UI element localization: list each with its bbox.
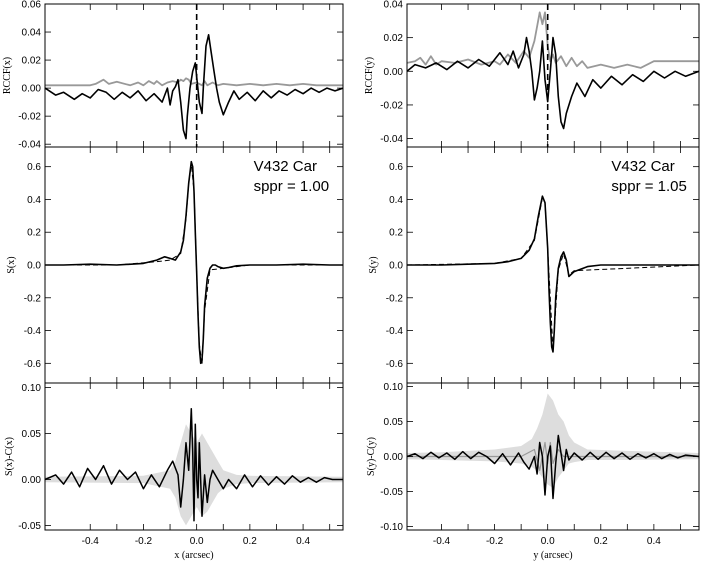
y-tick-label: -0.4 (24, 326, 42, 337)
y-tick-label: -0.6 (386, 359, 404, 370)
y-tick-label: -0.05 (380, 487, 403, 498)
y-tick-label: 0.00 (384, 67, 404, 78)
y-tick-label: 0.4 (27, 195, 41, 206)
y-tick-label: 0.00 (22, 84, 42, 95)
y-tick-label: -0.04 (380, 134, 403, 145)
panel-annotation: V432 Car (611, 158, 674, 175)
y-tick-label: 0.2 (389, 228, 403, 239)
y-tick-label: 0.6 (389, 162, 403, 173)
y-axis-label: RCCF(y) (364, 57, 375, 94)
y-tick-label: 0.05 (22, 429, 42, 440)
series-line-1 (407, 36, 699, 130)
panel-right-bot: -0.10 -0.05 0.00 0.05 0.10 -0.4 -0.2 0.0 0.2 0.4 S… (366, 382, 700, 561)
y-tick-label: 0.0 (389, 261, 403, 272)
y-tick-label: -0.4 (386, 326, 404, 337)
y-tick-label: 0.10 (384, 382, 404, 393)
y-tick-label: 0.04 (384, 0, 404, 11)
plot-area (407, 4, 699, 147)
y-axis-label: S(x) (6, 256, 17, 273)
plot-area (407, 393, 699, 500)
panel-right-top: -0.04 -0.02 0.00 0.02 0.04 RCCF(y) (364, 0, 700, 148)
y-tick-label: 0.0 (27, 261, 41, 272)
y-tick-label: -0.10 (380, 522, 403, 533)
x-tick-label: -0.2 (135, 536, 153, 547)
x-tick-label: -0.4 (433, 536, 451, 547)
y-axis-label: S(y) (368, 256, 379, 273)
y-tick-label: 0.02 (22, 56, 42, 67)
plot-area (45, 4, 343, 147)
plot-area (45, 160, 343, 366)
y-tick-label: 0.10 (22, 383, 42, 394)
x-tick-label: 0.2 (243, 536, 257, 547)
y-tick-label: -0.2 (24, 293, 42, 304)
panel-left-bot: -0.05 0.00 0.05 0.10 -0.4 -0.2 0.0 0.2 0.4 S(x)-C… (4, 382, 344, 561)
panel-annotation: sppr = 1.05 (611, 178, 686, 195)
x-tick-label: -0.4 (82, 536, 100, 547)
uncertainty-band (407, 393, 699, 488)
y-tick-label: 0.00 (384, 452, 404, 463)
series-line-1 (407, 434, 699, 500)
y-tick-label: 0.4 (389, 195, 403, 206)
y-tick-label: -0.05 (18, 521, 41, 532)
panel-left-top: -0.04 -0.02 0.00 0.02 0.04 0.06 RCCF(x) (2, 0, 344, 151)
series-line-1 (45, 34, 343, 140)
y-tick-label: 0.2 (27, 228, 41, 239)
series-line-1 (45, 162, 343, 366)
series-line-0 (407, 11, 699, 69)
y-tick-label: 0.04 (22, 28, 42, 39)
y-tick-label: 0.02 (384, 33, 404, 44)
y-tick-label: -0.6 (24, 359, 42, 370)
x-tick-label: 0.0 (190, 536, 204, 547)
panel-annotation: V432 Car (254, 158, 317, 175)
x-tick-label: 0.2 (594, 536, 608, 547)
x-tick-label: 0.4 (647, 536, 661, 547)
axes-frame (44, 382, 344, 531)
y-tick-label: 0.05 (384, 417, 404, 428)
y-axis-label: S(y)-C(y) (366, 437, 377, 476)
y-tick-label: -0.02 (18, 112, 41, 123)
x-tick-label: 0.4 (296, 536, 310, 547)
plot-area (45, 407, 343, 526)
y-axis-label: S(x)-C(x) (4, 437, 15, 476)
y-tick-label: -0.02 (380, 100, 403, 111)
y-tick-label: -0.04 (18, 140, 41, 151)
series-line-1 (407, 197, 699, 351)
y-tick-label: 0.06 (22, 0, 42, 11)
x-axis-label: y (arcsec) (533, 550, 572, 561)
series-line-0 (45, 407, 343, 522)
axes-frame (406, 3, 700, 148)
panel-left-mid: -0.6 -0.4 -0.2 0.0 0.2 0.4 0.6 S(x) V432 Car sppr… (6, 146, 344, 384)
x-axis-label: x (arcsec) (174, 550, 213, 561)
series-line-0 (45, 77, 343, 87)
series-line-0 (407, 195, 699, 353)
y-tick-label: 0.6 (27, 162, 41, 173)
panel-annotation: sppr = 1.00 (254, 178, 329, 195)
y-tick-label: -0.2 (386, 293, 404, 304)
x-tick-label: -0.2 (486, 536, 504, 547)
x-tick-label: 0.0 (541, 536, 555, 547)
y-tick-label: 0.00 (22, 475, 42, 486)
y-axis-label: RCCF(x) (2, 57, 13, 94)
panel-right-mid: -0.6 -0.4 -0.2 0.0 0.2 0.4 0.6 S(y) V432 Car sppr… (368, 146, 700, 384)
plot-area (407, 195, 699, 353)
axes-frame (44, 3, 344, 148)
